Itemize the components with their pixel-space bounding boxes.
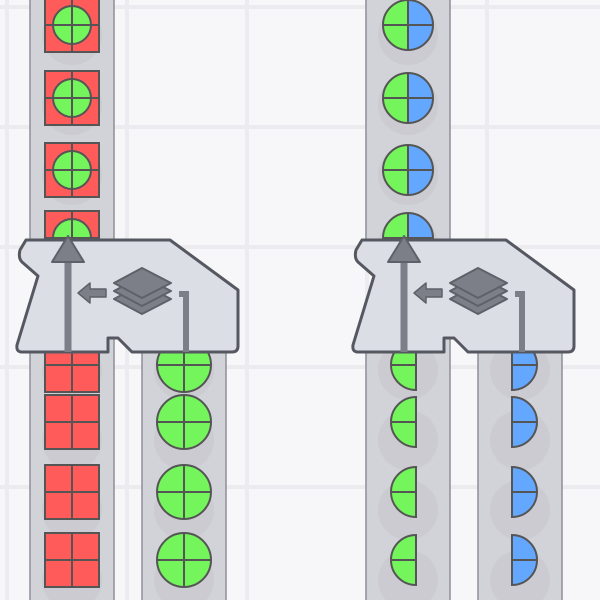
machines	[15, 235, 576, 354]
grid-line	[0, 125, 600, 129]
item-red-square	[44, 532, 100, 588]
grid-line	[245, 0, 249, 600]
layer	[113, 267, 172, 299]
arrow-up-icon	[387, 235, 421, 263]
item-blue-right-half-circle	[511, 465, 538, 519]
arrow-left-icon	[413, 282, 443, 304]
unstacker-machine[interactable]	[351, 235, 576, 354]
item-green-blue-split-circle	[382, 71, 434, 125]
item-blue-right-half-circle	[511, 395, 538, 449]
input-hook-icon	[179, 291, 189, 352]
item-green-circle	[156, 464, 212, 520]
grid-line	[0, 365, 600, 369]
grid-line	[0, 245, 600, 249]
item-green-circle-on-red-square	[44, 0, 100, 53]
item-red-square	[44, 394, 100, 450]
arrow-left-icon	[77, 282, 107, 304]
item-blue-right-half-circle	[511, 533, 538, 587]
item-green-left-half-circle	[390, 533, 417, 587]
grid-line	[0, 485, 600, 489]
input-hook-icon	[515, 291, 525, 352]
item-green-circle	[156, 394, 212, 450]
arrow-up-icon	[51, 235, 85, 263]
layers-icon	[449, 267, 508, 315]
item-green-left-half-circle	[390, 465, 417, 519]
grid-line	[0, 5, 600, 9]
item-green-blue-split-circle	[382, 143, 434, 197]
grid-line	[5, 0, 9, 600]
layer	[449, 267, 508, 299]
item-green-circle-on-red-square	[44, 70, 100, 126]
item-green-left-half-circle	[390, 395, 417, 449]
item-red-square	[44, 464, 100, 520]
item-green-circle	[156, 532, 212, 588]
item-green-blue-split-circle	[382, 0, 434, 52]
layers-icon	[113, 267, 172, 315]
unstacker-machine[interactable]	[15, 235, 240, 354]
item-green-circle-on-red-square	[44, 142, 100, 198]
